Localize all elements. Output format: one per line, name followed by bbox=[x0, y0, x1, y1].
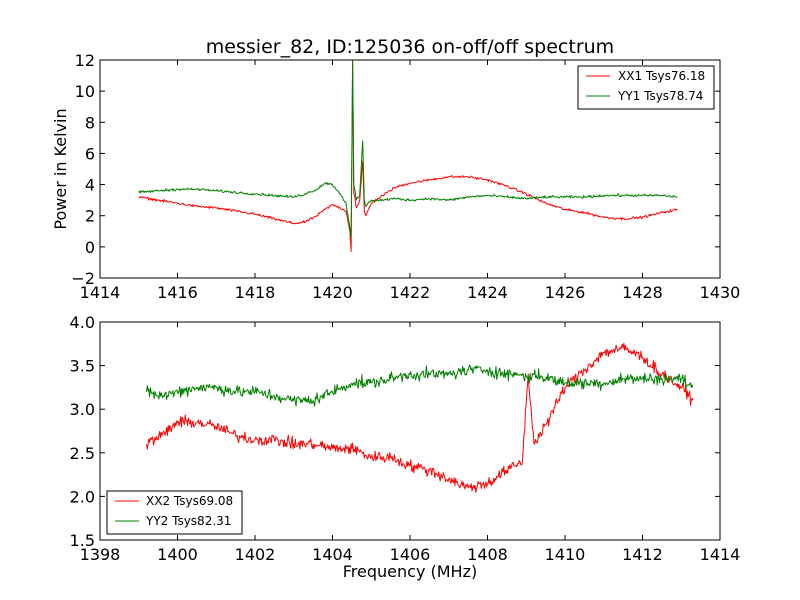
top-x-tick-label: 1424 bbox=[467, 283, 508, 302]
top-legend-box bbox=[577, 65, 715, 110]
top-legend-label-xx1: XX1 Tsys76.18 bbox=[618, 69, 705, 83]
bottom-x-tick-label: 1410 bbox=[545, 545, 586, 564]
top-y-axis-label: Power in Kelvin bbox=[51, 108, 70, 229]
top-x-tick-label: 1428 bbox=[622, 283, 663, 302]
bottom-series-group bbox=[146, 342, 694, 493]
top-series-line-0 bbox=[138, 61, 678, 252]
bottom-series-line-0 bbox=[146, 342, 694, 493]
top-x-tick-label: 1422 bbox=[390, 283, 431, 302]
top-x-tick-label: 1414 bbox=[80, 283, 121, 302]
bottom-x-tick-label: 1406 bbox=[390, 545, 431, 564]
top-chart-title: messier_82, ID:125036 on-off/off spectru… bbox=[206, 36, 614, 58]
top-subplot: messier_82, ID:125036 on-off/off spectru… bbox=[51, 36, 740, 302]
bottom-x-axis-label: Frequency (MHz) bbox=[343, 562, 477, 581]
top-y-tick-label: 4 bbox=[85, 176, 95, 195]
bottom-x-tick-label: 1404 bbox=[312, 545, 353, 564]
top-series-line-1 bbox=[138, 60, 678, 238]
top-y-tick-label: −2 bbox=[71, 269, 95, 288]
bottom-plot-area: 1398 1400 1402 1404 1406 1408 1410 1412 1414 1.5 2… bbox=[70, 313, 741, 564]
top-x-tick-label: 1420 bbox=[312, 283, 353, 302]
bottom-y-tick-label: 4.0 bbox=[70, 313, 95, 332]
top-x-tick-label: 1418 bbox=[235, 283, 276, 302]
top-y-tick-label: 12 bbox=[75, 51, 95, 70]
bottom-y-tick-label: 2.0 bbox=[70, 487, 95, 506]
bottom-y-tick-label: 1.5 bbox=[70, 531, 95, 550]
bottom-x-tick-label: 1398 bbox=[80, 545, 121, 564]
bottom-x-tick-label: 1412 bbox=[622, 545, 663, 564]
bottom-legend-label-xx2: XX2 Tsys69.08 bbox=[146, 494, 233, 508]
top-y-tick-label: 10 bbox=[75, 82, 95, 101]
top-y-tick-label: 6 bbox=[85, 144, 95, 163]
bottom-y-tick-label: 2.5 bbox=[70, 444, 95, 463]
top-x-tick-label: 1426 bbox=[545, 283, 586, 302]
top-x-tick-label: 1416 bbox=[157, 283, 198, 302]
top-plot-area: 1414 1416 1418 1420 1422 1424 1426 1428 1430 −2 0 2… bbox=[71, 51, 740, 302]
top-legend-label-yy1: YY1 Tsys78.74 bbox=[617, 89, 703, 103]
bottom-y-tick-label: 3.5 bbox=[70, 357, 95, 376]
top-x-tick-label: 1430 bbox=[700, 283, 741, 302]
bottom-legend-label-yy2: YY2 Tsys82.31 bbox=[145, 514, 231, 528]
bottom-x-tick-label: 1402 bbox=[235, 545, 276, 564]
top-y-tick-label: 8 bbox=[85, 113, 95, 132]
bottom-x-tick-label: 1414 bbox=[700, 545, 741, 564]
bottom-series-line-1 bbox=[146, 364, 694, 407]
bottom-x-tick-label: 1408 bbox=[467, 545, 508, 564]
top-series-group bbox=[138, 60, 678, 252]
bottom-subplot: Frequency (MHz) 1398 1400 1402 1404 1406 1408… bbox=[70, 313, 741, 581]
bottom-x-tick-label: 1400 bbox=[157, 545, 198, 564]
top-y-tick-label: 0 bbox=[85, 238, 95, 257]
bottom-legend-box bbox=[106, 490, 243, 535]
top-y-tick-label: 2 bbox=[85, 207, 95, 226]
bottom-legend: XX2 Tsys69.08 YY2 Tsys82.31 bbox=[106, 490, 243, 535]
bottom-y-tick-label: 3.0 bbox=[70, 400, 95, 419]
top-legend: XX1 Tsys76.18 YY1 Tsys78.74 bbox=[577, 65, 715, 110]
